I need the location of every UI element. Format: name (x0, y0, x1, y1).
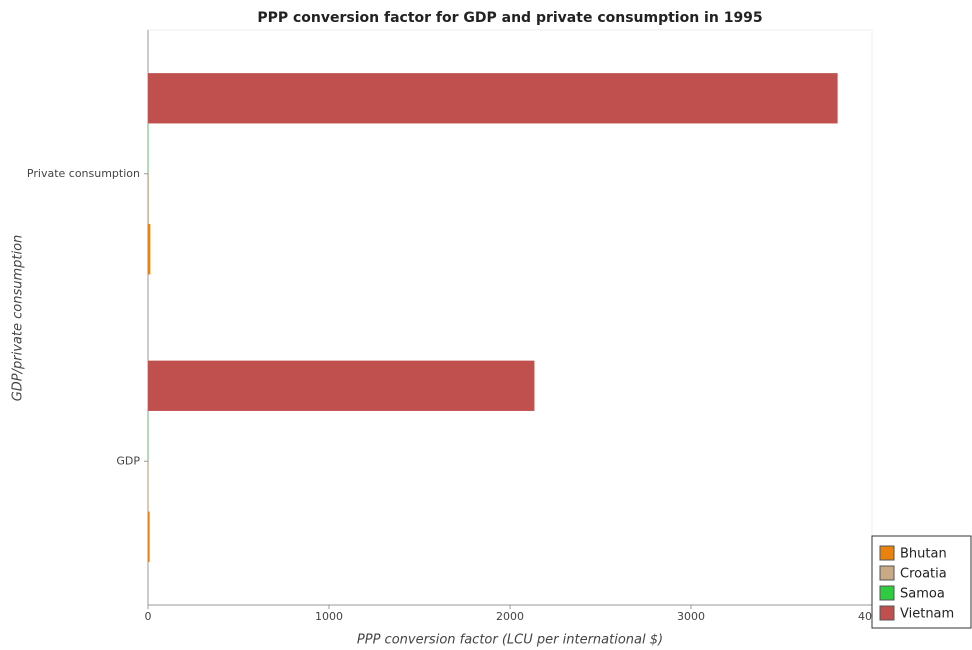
x-tick-label: 0 (145, 610, 152, 623)
y-tick-label: Private consumption (27, 167, 140, 180)
legend-swatch (879, 605, 895, 621)
legend-label: Croatia (900, 567, 947, 582)
y-axis-label: GDP/private consumption (11, 235, 26, 402)
x-tick-label: 2000 (496, 610, 524, 623)
x-axis-label: PPP conversion factor (LCU per internati… (357, 633, 663, 648)
legend-swatch (879, 545, 895, 561)
bar (148, 360, 535, 411)
bar (148, 173, 149, 225)
y-tick-label: GDP (116, 454, 140, 467)
legend-label: Bhutan (900, 547, 947, 562)
chart-title: PPP conversion factor for GDP and privat… (257, 10, 762, 26)
legend-label: Vietnam (900, 607, 954, 622)
legend-swatch (879, 565, 895, 581)
legend-label: Samoa (900, 587, 945, 602)
x-tick-label: 3000 (677, 610, 705, 623)
bar (148, 461, 149, 512)
bar (148, 73, 838, 124)
x-tick-label: 1000 (315, 610, 343, 623)
legend-swatch (879, 585, 895, 601)
legend: Bhutan Croatia Samoa Vietnam (871, 535, 972, 629)
bar (148, 224, 151, 275)
bar (148, 511, 150, 562)
